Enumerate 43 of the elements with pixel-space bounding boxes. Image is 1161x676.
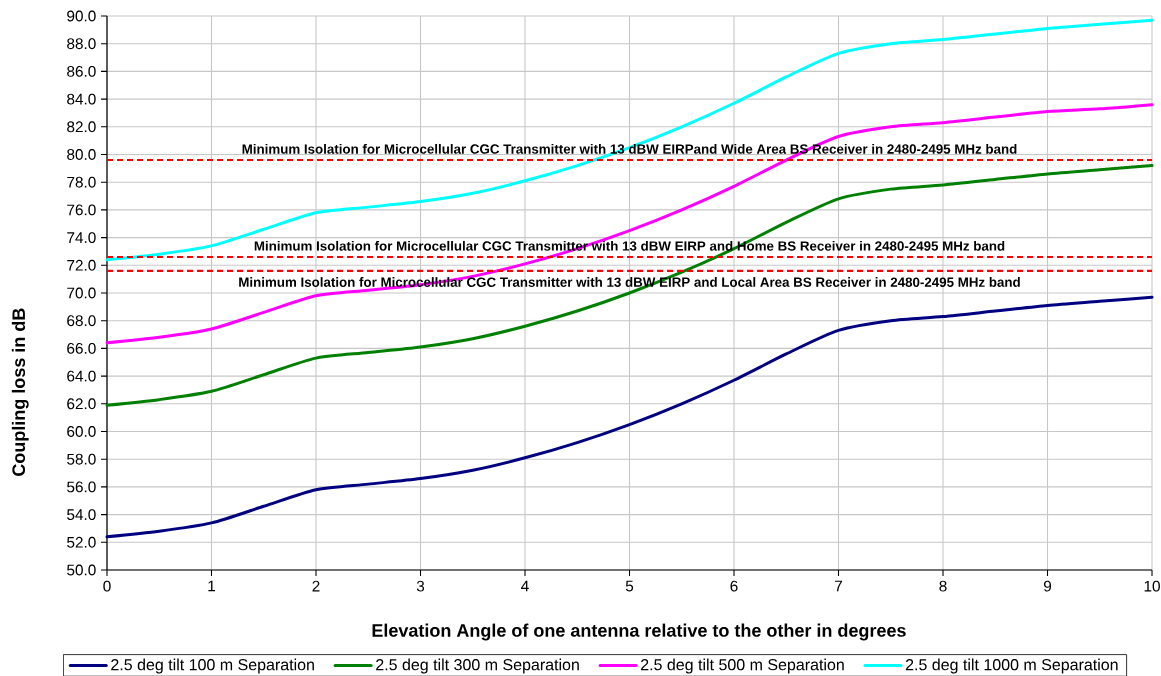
x-tick-label: 2 xyxy=(312,580,320,592)
line-series xyxy=(105,18,1154,262)
y-tick-label: 56.0 xyxy=(67,481,96,493)
y-tick-label: 60.0 xyxy=(67,426,96,437)
y-tick-label: 90.0 xyxy=(67,10,96,22)
legend-label: 2.5 deg tilt 300 m Separation xyxy=(376,658,579,674)
x-tick-label: 9 xyxy=(1043,580,1052,592)
y-tick-label: 68.0 xyxy=(67,315,96,327)
y-tick-label: 62.0 xyxy=(67,398,96,410)
ref-line-label: Minimum Isolation for Microcellular CGC Transmitter with 13 dBW EIRP and Home BS Receiver in 2480-2495 MHz band xyxy=(254,240,1005,251)
line-series xyxy=(105,103,1154,345)
x-axis-title: Elevation Angle of one antenna relative to the other in degrees xyxy=(372,623,906,641)
x-tick-label: 6 xyxy=(730,580,738,592)
line-series xyxy=(105,295,1154,539)
y-tick-label: 88.0 xyxy=(67,38,96,50)
x-tick-label: 4 xyxy=(521,580,529,592)
y-tick-label: 72.0 xyxy=(67,259,96,271)
x-tick-label: 7 xyxy=(835,580,842,592)
y-tick-label: 78.0 xyxy=(67,176,96,188)
legend-label: 2.5 deg tilt 1000 m Separation xyxy=(905,658,1118,674)
y-tick-label: 58.0 xyxy=(67,453,96,465)
x-tick-label: 10 xyxy=(1144,580,1160,592)
legend-label: 2.5 deg tilt 100 m Separation xyxy=(111,658,314,674)
x-tick-label: 1 xyxy=(208,580,216,592)
legend-label: 2.5 deg tilt 500 m Separation xyxy=(641,658,844,674)
y-tick-label: 74.0 xyxy=(67,232,96,244)
y-tick-label: 70.0 xyxy=(67,287,96,299)
x-tick-label: 5 xyxy=(625,580,634,592)
y-tick-label: 52.0 xyxy=(67,536,96,548)
y-tick-label: 84.0 xyxy=(67,93,96,105)
y-axis-title: Coupling loss in dB xyxy=(11,308,29,476)
y-tick-label: 64.0 xyxy=(67,370,96,382)
y-tick-label: 86.0 xyxy=(67,65,96,77)
y-tick-label: 50.0 xyxy=(67,564,96,576)
x-tick-label: 0 xyxy=(103,580,111,592)
y-tick-label: 82.0 xyxy=(67,121,96,133)
y-tick-label: 54.0 xyxy=(67,509,96,521)
x-tick-label: 8 xyxy=(939,580,947,592)
y-tick-label: 80.0 xyxy=(67,149,96,160)
line-series xyxy=(105,164,1154,407)
y-tick-label: 66.0 xyxy=(67,342,96,354)
x-tick-label: 3 xyxy=(416,580,425,592)
y-tick-label: 76.0 xyxy=(67,204,96,216)
